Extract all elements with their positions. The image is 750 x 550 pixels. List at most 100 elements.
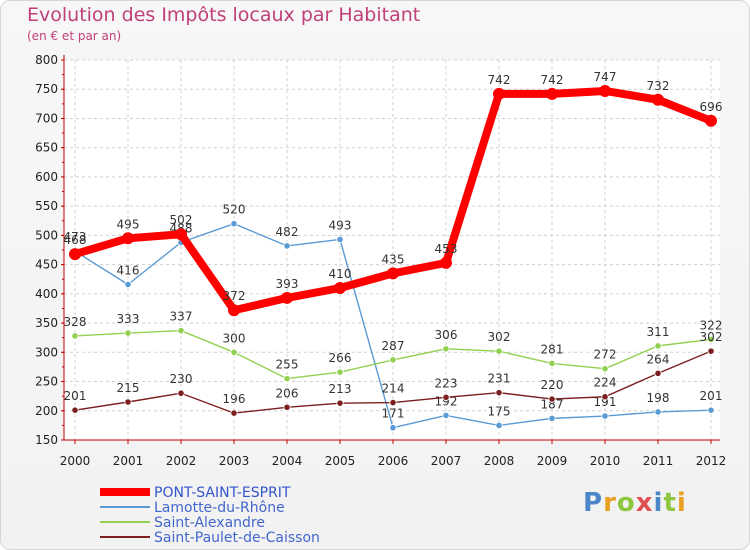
brand-letter: i xyxy=(653,488,664,518)
data-label: 302 xyxy=(700,330,723,344)
data-point xyxy=(705,114,717,127)
series-saint-paulet-de-caisson: 201 215 230 196 206 213 214 223 231 220 224 264 302 xyxy=(64,330,723,417)
data-label: 742 xyxy=(488,73,511,87)
data-label: 311 xyxy=(647,325,670,339)
data-point xyxy=(654,342,662,350)
data-label: 215 xyxy=(117,381,140,395)
y-tick-label: 800 xyxy=(35,53,58,67)
y-tick-label: 300 xyxy=(35,345,58,359)
x-tick-label: 2010 xyxy=(590,454,621,468)
data-point xyxy=(124,398,132,406)
brand-letter: i xyxy=(676,488,687,518)
data-point xyxy=(230,348,238,356)
y-tick-label: 200 xyxy=(35,404,58,418)
data-point xyxy=(601,365,609,373)
data-point xyxy=(281,291,293,304)
data-label: 272 xyxy=(594,348,617,362)
data-point xyxy=(336,235,344,244)
data-point xyxy=(546,87,558,100)
y-tick-label: 700 xyxy=(35,111,58,125)
x-tick-label: 2004 xyxy=(272,454,303,468)
y-tick-label: 600 xyxy=(35,170,58,184)
data-point xyxy=(387,267,399,280)
x-tick-label: 2008 xyxy=(484,454,515,468)
data-label: 213 xyxy=(329,382,352,396)
data-label: 171 xyxy=(382,407,405,421)
data-label: 372 xyxy=(223,289,246,303)
y-tick-label: 500 xyxy=(35,228,58,242)
x-tick-label: 2006 xyxy=(378,454,409,468)
legend-label: Saint-Alexandre xyxy=(154,515,265,531)
brand-letter: o xyxy=(616,488,636,518)
data-label: 198 xyxy=(647,391,670,405)
plot-area xyxy=(64,60,720,440)
data-point xyxy=(177,327,185,335)
data-label: 493 xyxy=(329,218,352,232)
data-point xyxy=(283,403,291,411)
data-label: 300 xyxy=(223,331,246,345)
data-label: 482 xyxy=(276,225,299,239)
data-point xyxy=(707,406,715,414)
x-tick-label: 2003 xyxy=(219,454,250,468)
data-point xyxy=(336,399,344,407)
data-label: 224 xyxy=(594,376,617,390)
y-tick-label: 750 xyxy=(35,82,58,96)
x-tick-label: 2011 xyxy=(643,454,674,468)
data-label: 206 xyxy=(276,386,299,400)
chart-subtitle: (en € et par an) xyxy=(27,29,122,43)
series-saint-alexandre: 328 333 337 300 255 266 287 306 302 281 272 311 322 xyxy=(64,310,722,383)
series-group: 4734164885204824931711921751871911982013… xyxy=(64,70,723,432)
data-point xyxy=(548,395,556,403)
data-point xyxy=(389,398,397,407)
x-tick-label: 2000 xyxy=(60,454,91,468)
chart-title: Evolution des Impôts locaux par Habitant xyxy=(27,4,421,26)
data-point xyxy=(122,232,134,245)
data-point xyxy=(652,93,664,106)
data-label: 337 xyxy=(170,310,193,324)
data-label: 201 xyxy=(64,389,87,403)
legend-label: Saint-Paulet-de-Caisson xyxy=(154,530,320,546)
x-tick-label: 2009 xyxy=(537,454,568,468)
data-point xyxy=(71,332,79,340)
data-point xyxy=(177,389,185,397)
data-label: 468 xyxy=(64,233,87,247)
data-point xyxy=(548,359,556,368)
data-label: 191 xyxy=(594,395,617,409)
data-label: 328 xyxy=(64,315,87,329)
data-label: 410 xyxy=(329,267,352,281)
data-point xyxy=(228,304,240,317)
data-point xyxy=(442,345,450,353)
data-point xyxy=(601,412,609,420)
data-label: 747 xyxy=(594,70,617,84)
legend-label: PONT-SAINT-ESPRIT xyxy=(154,485,291,501)
data-label: 231 xyxy=(488,372,511,386)
data-point xyxy=(599,84,611,97)
data-point xyxy=(69,248,81,261)
y-tick-label: 150 xyxy=(35,433,58,447)
axes: 150 200 250 300 350 400 450 500 550 600 650 700 750 8… xyxy=(35,53,726,468)
data-point xyxy=(283,375,291,383)
brand-letter: x xyxy=(635,488,654,518)
data-label: 266 xyxy=(329,351,352,365)
brand-letter: P xyxy=(583,488,604,518)
data-point xyxy=(230,220,238,228)
data-label: 287 xyxy=(382,339,405,353)
data-label: 223 xyxy=(435,376,458,390)
data-point xyxy=(230,409,238,417)
data-point xyxy=(495,347,503,355)
data-label: 435 xyxy=(382,252,405,266)
data-point xyxy=(654,369,662,377)
data-label: 302 xyxy=(488,330,511,344)
data-point xyxy=(124,280,132,289)
data-label: 281 xyxy=(541,342,564,356)
series-pont-saint-esprit: 468 495 502 372 393 410 435 453 742 742 747 732 696 xyxy=(64,70,722,317)
brand-logo: Proxiti xyxy=(583,488,687,518)
x-tick-label: 2005 xyxy=(325,454,356,468)
legend-label: Lamotte-du-Rhône xyxy=(154,500,285,516)
y-tick-label: 400 xyxy=(35,287,58,301)
x-tick-label: 2007 xyxy=(431,454,462,468)
data-point xyxy=(495,389,503,397)
y-tick-label: 450 xyxy=(35,258,58,272)
data-point xyxy=(175,228,187,241)
data-point xyxy=(654,408,662,416)
